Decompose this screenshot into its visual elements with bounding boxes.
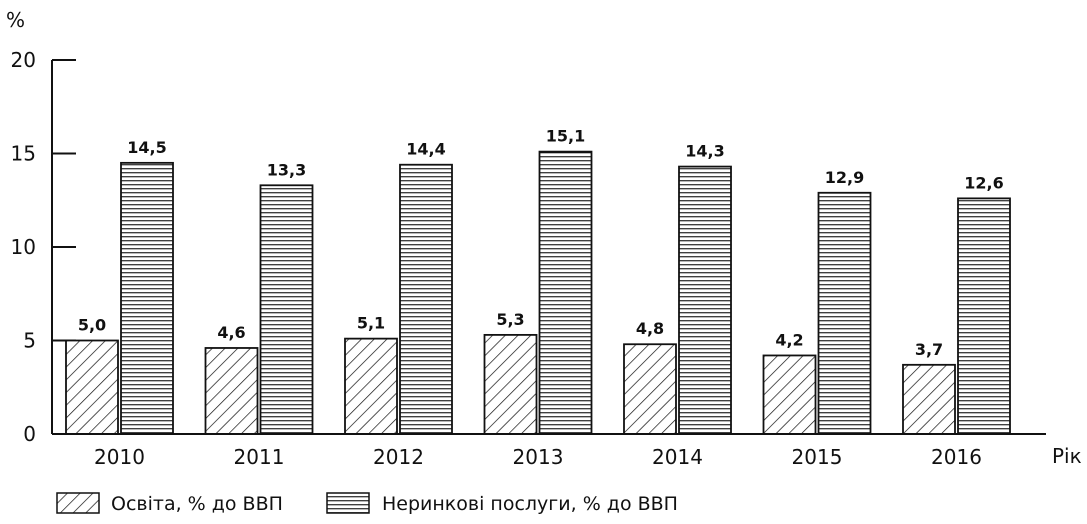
bar-osvita-2012: [344, 337, 398, 435]
x-tick-label-2014: 2014: [652, 445, 703, 469]
x-tick-label-2015: 2015: [792, 445, 843, 469]
legend-swatch-nerynkovi-posluhy: [326, 492, 370, 514]
bar-nerynkovi-posluhy-2013: [538, 150, 593, 435]
y-tick-label: 15: [11, 142, 36, 166]
legend-swatch-osvita: [56, 492, 100, 514]
bar-osvita-2016: [902, 363, 956, 435]
bar-osvita-2011: [204, 347, 259, 435]
data-label-nerynkovi-posluhy-2012: 14,4: [406, 140, 445, 159]
data-label-nerynkovi-posluhy-2015: 12,9: [825, 168, 864, 187]
x-axis-ticks: 2010 2011 2012 2013 2014 2015 2016: [94, 445, 982, 469]
y-axis-ticks: 0 5 10 15 20: [11, 48, 76, 446]
bars-group: [65, 150, 1011, 435]
y-tick-label: 20: [11, 48, 36, 72]
y-tick-label: 0: [23, 422, 36, 446]
x-tick-label-2016: 2016: [931, 445, 982, 469]
data-label-nerynkovi-posluhy-2011: 13,3: [267, 160, 306, 179]
bar-nerynkovi-posluhy-2016: [957, 197, 1011, 435]
x-tick-label-2010: 2010: [94, 445, 145, 469]
data-label-osvita-2014: 4,8: [636, 319, 664, 338]
data-labels-group: 5,0 14,5 4,6 13,3 5,1 14,4 5,3 15,1 4,8 14,3 4,2 12…: [78, 127, 1004, 359]
data-label-osvita-2015: 4,2: [775, 330, 803, 349]
data-label-osvita-2011: 4,6: [217, 323, 245, 342]
bar-nerynkovi-posluhy-2012: [399, 163, 453, 435]
data-label-nerynkovi-posluhy-2010: 14,5: [127, 138, 166, 157]
bar-nerynkovi-posluhy-2010: [120, 161, 174, 435]
legend: Освіта, % до ВВП Неринкові послуги, % до…: [56, 492, 678, 515]
data-label-nerynkovi-posluhy-2016: 12,6: [964, 173, 1003, 192]
x-tick-label-2012: 2012: [373, 445, 424, 469]
data-label-nerynkovi-posluhy-2013: 15,1: [546, 127, 585, 146]
bar-osvita-2010: [65, 339, 119, 435]
legend-label-nerynkovi-posluhy: Неринкові послуги, % до ВВП: [382, 493, 678, 515]
y-axis-title: %: [6, 8, 25, 32]
y-tick-label: 5: [23, 329, 36, 353]
bar-osvita-2014: [623, 343, 677, 435]
x-axis-title: Рік: [1052, 444, 1082, 468]
data-label-nerynkovi-posluhy-2014: 14,3: [685, 142, 724, 161]
data-label-osvita-2010: 5,0: [78, 316, 106, 335]
bar-osvita-2015: [762, 354, 817, 435]
data-label-osvita-2012: 5,1: [357, 314, 385, 333]
bar-nerynkovi-posluhy-2011: [259, 184, 314, 435]
data-label-osvita-2013: 5,3: [496, 310, 524, 329]
x-tick-label-2011: 2011: [234, 445, 285, 469]
bar-osvita-2013: [483, 333, 538, 435]
data-label-osvita-2016: 3,7: [915, 340, 943, 359]
legend-label-osvita: Освіта, % до ВВП: [111, 493, 283, 515]
y-tick-label: 10: [11, 235, 36, 259]
x-tick-label-2013: 2013: [513, 445, 564, 469]
bar-nerynkovi-posluhy-2014: [678, 165, 732, 435]
bar-nerynkovi-posluhy-2015: [817, 191, 872, 435]
